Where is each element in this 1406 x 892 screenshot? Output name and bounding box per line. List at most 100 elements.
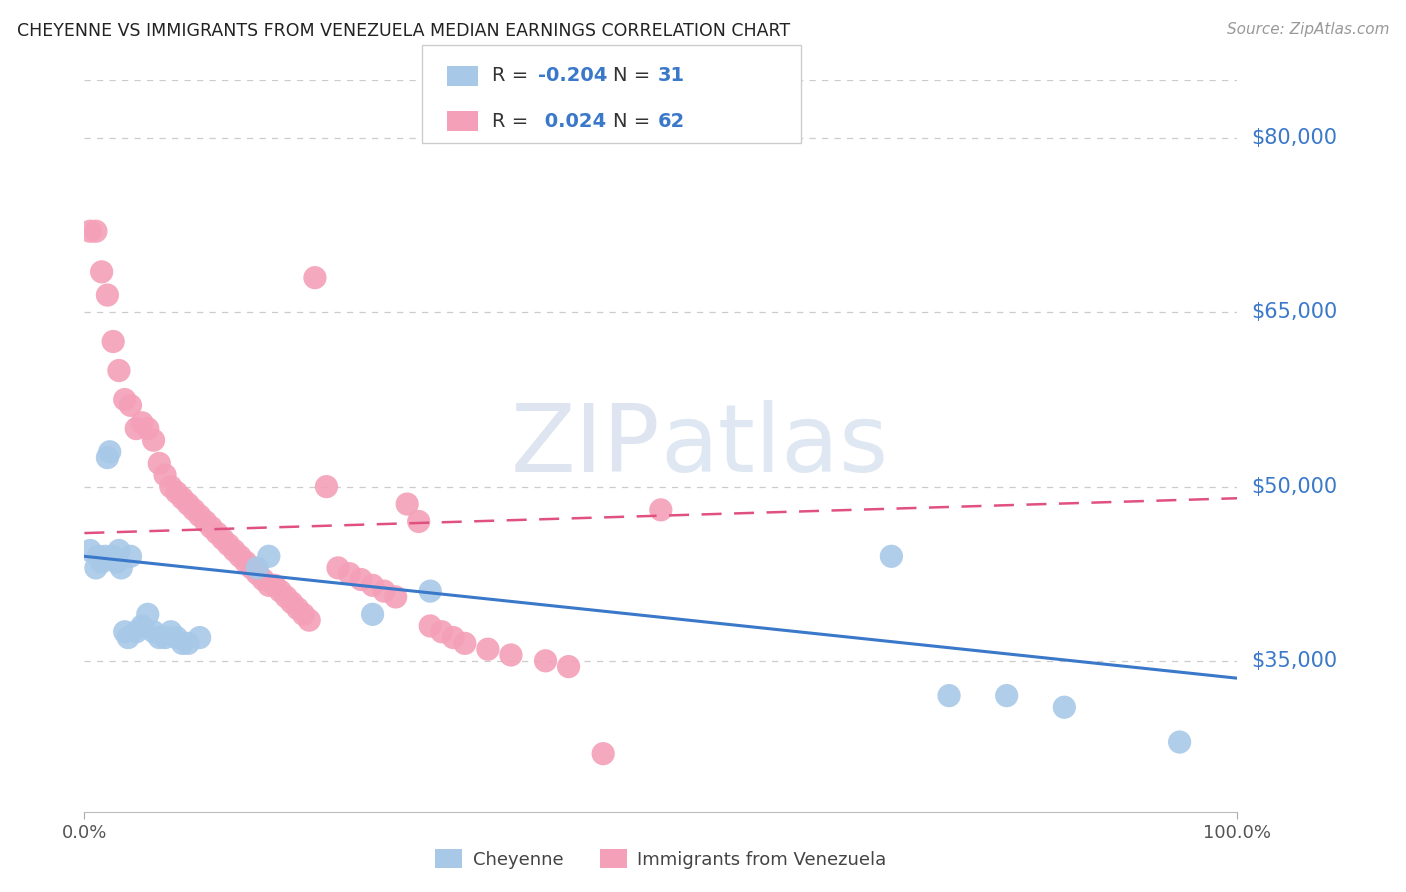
Point [142, 433, 165, 447]
Text: R =: R = [492, 112, 534, 130]
Point [276, 590, 298, 604]
Point [90, 555, 112, 569]
Point [240, 561, 263, 575]
Point [477, 642, 499, 657]
Point [246, 566, 269, 581]
Text: $65,000: $65,000 [1251, 302, 1337, 323]
Point [166, 631, 188, 645]
Point [131, 416, 153, 430]
Point [120, 549, 142, 564]
Point [880, 549, 903, 564]
Point [183, 503, 205, 517]
Point [298, 613, 321, 627]
Text: R =: R = [492, 67, 534, 86]
Point [94, 549, 117, 564]
Point [103, 549, 124, 564]
Point [361, 578, 384, 592]
Point [79, 543, 101, 558]
Point [281, 596, 304, 610]
Text: -0.204: -0.204 [538, 67, 607, 86]
Point [257, 578, 280, 592]
Legend: Cheyenne, Immigrants from Venezuela: Cheyenne, Immigrants from Venezuela [427, 841, 894, 876]
Point [177, 497, 200, 511]
Point [350, 573, 373, 587]
Point [419, 584, 441, 599]
Point [110, 561, 132, 575]
Point [499, 648, 522, 662]
Point [142, 624, 165, 639]
Point [160, 480, 183, 494]
Point [108, 363, 131, 377]
Point [315, 480, 337, 494]
Point [408, 515, 430, 529]
Point [108, 543, 131, 558]
Text: 31: 31 [658, 67, 685, 86]
Point [125, 421, 148, 435]
Point [246, 561, 269, 575]
Point [224, 543, 246, 558]
Point [339, 566, 361, 581]
Point [396, 497, 419, 511]
Point [194, 515, 217, 529]
Point [373, 584, 395, 599]
Point [117, 631, 139, 645]
Point [148, 631, 170, 645]
Point [131, 619, 153, 633]
Text: N =: N = [613, 67, 657, 86]
Point [287, 601, 309, 615]
Text: atlas: atlas [661, 400, 889, 492]
Point [235, 555, 257, 569]
Point [87, 549, 110, 564]
Text: Source: ZipAtlas.com: Source: ZipAtlas.com [1226, 22, 1389, 37]
Point [419, 619, 441, 633]
Point [96, 450, 118, 465]
Point [938, 689, 960, 703]
Point [172, 636, 194, 650]
Text: 62: 62 [658, 112, 685, 130]
Point [441, 631, 464, 645]
Point [263, 578, 285, 592]
Point [188, 508, 211, 523]
Point [211, 532, 233, 546]
Point [166, 485, 188, 500]
Point [430, 624, 453, 639]
Point [218, 538, 240, 552]
Point [200, 520, 222, 534]
Point [592, 747, 614, 761]
Point [153, 468, 176, 483]
Point [114, 624, 136, 639]
Point [136, 421, 159, 435]
Point [90, 265, 112, 279]
Point [384, 590, 406, 604]
Point [84, 224, 107, 238]
Point [304, 270, 326, 285]
Point [454, 636, 477, 650]
Text: $35,000: $35,000 [1251, 651, 1337, 671]
Point [292, 607, 315, 622]
Point [534, 654, 557, 668]
Point [205, 526, 228, 541]
Point [269, 584, 291, 599]
Point [103, 334, 124, 349]
Point [252, 573, 274, 587]
Point [177, 636, 200, 650]
Text: 0.024: 0.024 [538, 112, 606, 130]
Point [136, 607, 159, 622]
Text: CHEYENNE VS IMMIGRANTS FROM VENEZUELA MEDIAN EARNINGS CORRELATION CHART: CHEYENNE VS IMMIGRANTS FROM VENEZUELA ME… [17, 22, 790, 40]
Point [650, 503, 672, 517]
Point [557, 659, 579, 673]
Point [160, 624, 183, 639]
Text: $80,000: $80,000 [1251, 128, 1337, 148]
Point [84, 561, 107, 575]
Point [1168, 735, 1191, 749]
Point [120, 398, 142, 412]
Point [148, 457, 170, 471]
Point [326, 561, 349, 575]
Point [98, 445, 121, 459]
Point [114, 392, 136, 407]
Point [79, 224, 101, 238]
Point [995, 689, 1018, 703]
Point [188, 631, 211, 645]
Text: N =: N = [613, 112, 657, 130]
Point [125, 624, 148, 639]
